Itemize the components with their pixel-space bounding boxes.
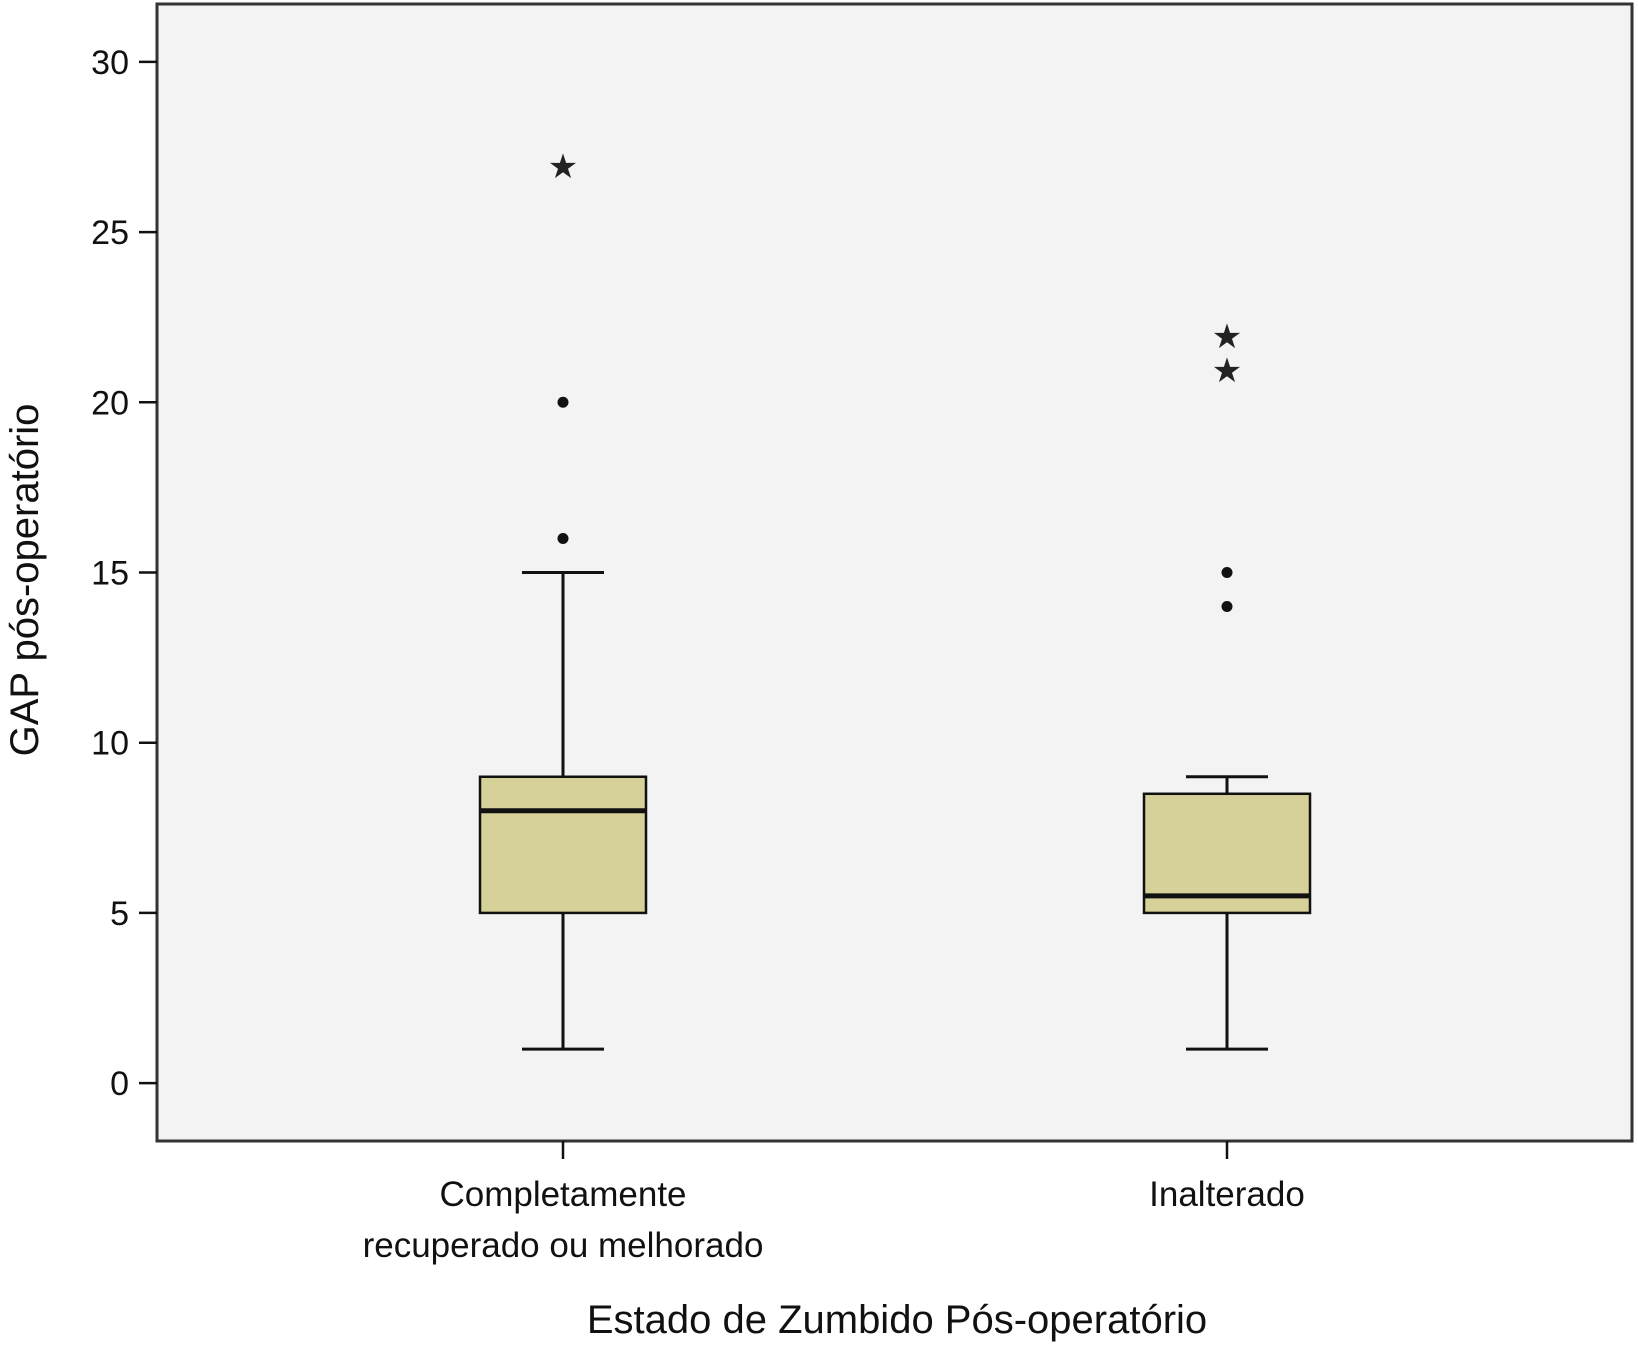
box-group: ★	[478, 147, 648, 1051]
x-axis-title: Estado de Zumbido Pós-operatório	[587, 1298, 1207, 1342]
box-group: ★★	[1142, 317, 1312, 1051]
y-axis-title: GAP pós-operatório	[3, 404, 47, 757]
y-tick-label: 15	[91, 555, 129, 593]
y-tick-label: 0	[110, 1065, 129, 1103]
extreme-point: ★	[1212, 351, 1242, 391]
outlier-point	[1221, 601, 1233, 613]
y-tick-label: 5	[110, 895, 129, 933]
y-axis: 0 5 10 15 20 25 30	[91, 44, 157, 1103]
x-category-label-line2: recuperado ou melhorado	[363, 1226, 764, 1265]
boxes: ★★★	[478, 147, 1312, 1051]
extreme-point: ★	[1212, 317, 1242, 357]
outlier-point	[557, 396, 569, 408]
y-tick-label: 20	[91, 384, 129, 422]
y-tick-label: 10	[91, 725, 129, 763]
box-iqr	[1142, 792, 1312, 915]
plot-area	[155, 2, 1634, 1143]
outlier-point	[1221, 567, 1233, 578]
x-category-label: Inalterado	[1149, 1175, 1305, 1214]
box-iqr	[478, 775, 648, 915]
y-tick-label: 25	[91, 214, 129, 252]
y-tick-label: 30	[91, 44, 129, 82]
extreme-point: ★	[548, 147, 578, 187]
x-axis: Completamente recuperado ou melhorado Inal…	[363, 1141, 1305, 1265]
x-category-label: Completamente	[439, 1175, 686, 1214]
outlier-point	[557, 532, 569, 544]
